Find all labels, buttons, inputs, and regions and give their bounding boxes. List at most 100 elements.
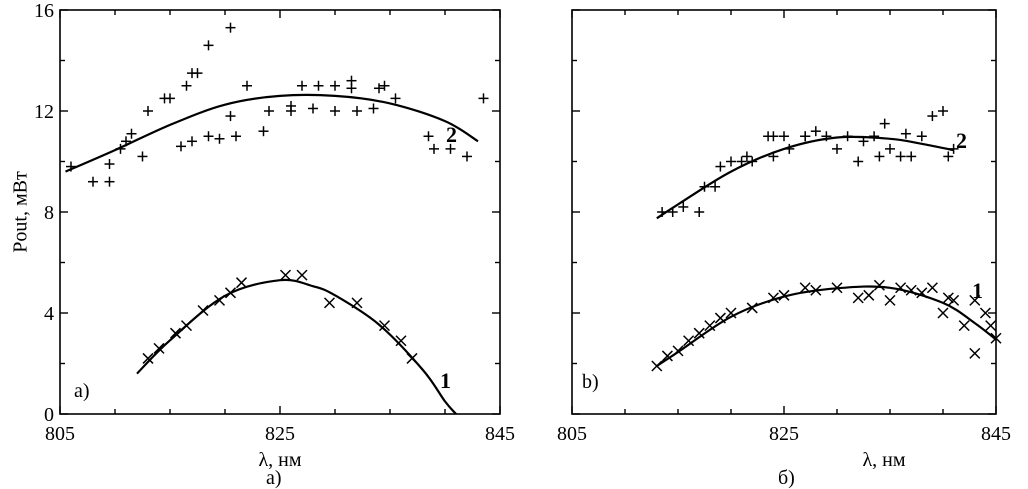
x-tick-label: 825 bbox=[769, 423, 799, 445]
plus-marker-point bbox=[779, 131, 789, 142]
plus-marker-point bbox=[104, 159, 115, 170]
x-marker-point bbox=[693, 327, 705, 339]
x-marker-point bbox=[296, 269, 308, 281]
plus-marker-point bbox=[225, 111, 236, 122]
x-marker-point bbox=[873, 279, 885, 291]
plus-marker-point bbox=[842, 131, 853, 142]
plus-marker-point bbox=[258, 126, 269, 137]
plus-marker-point bbox=[747, 156, 758, 167]
fit-curves-a bbox=[65, 93, 479, 415]
x-marker-point bbox=[942, 292, 954, 304]
x-tick-label: 845 bbox=[485, 423, 515, 445]
y-tick-label: 4 bbox=[44, 303, 54, 325]
x-marker-point bbox=[351, 297, 363, 309]
ticks-b bbox=[571, 9, 997, 415]
plus-marker-point bbox=[657, 207, 668, 217]
tick-labels-b: 805 825 845 bbox=[557, 423, 1011, 445]
plus-marker-point bbox=[927, 111, 938, 122]
plus-marker-point bbox=[264, 106, 274, 116]
x-marker-point bbox=[948, 294, 960, 306]
plus-marker-point bbox=[906, 151, 917, 162]
x-marker-point bbox=[142, 352, 154, 364]
plus-marker-point bbox=[699, 181, 710, 192]
plus-marker-point bbox=[879, 118, 890, 129]
x-marker-point bbox=[916, 287, 928, 299]
x-marker-point bbox=[969, 347, 981, 359]
y-tick-label: 8 bbox=[44, 202, 54, 224]
x-marker-point bbox=[985, 320, 997, 332]
series-label-b-2: 2 bbox=[956, 128, 967, 153]
x-marker-point bbox=[704, 320, 716, 332]
plus-marker-point bbox=[874, 151, 885, 162]
x-marker-point bbox=[224, 287, 237, 299]
x-marker-point bbox=[863, 289, 875, 301]
plus-marker-point bbox=[858, 136, 869, 147]
plus-marker-point bbox=[137, 151, 148, 162]
plus-marker-point bbox=[768, 151, 779, 162]
x-marker-point bbox=[958, 320, 970, 332]
x-marker-point bbox=[979, 307, 991, 319]
plus-marker-point bbox=[104, 176, 115, 187]
x-marker-point bbox=[905, 284, 917, 296]
x-marker-point bbox=[180, 320, 193, 332]
plus-marker-point bbox=[938, 106, 948, 116]
plot-frame-b bbox=[571, 9, 997, 415]
x-marker-point bbox=[810, 284, 822, 296]
plus-marker-point bbox=[308, 103, 318, 114]
fit-curve-1 bbox=[656, 285, 997, 367]
x-axis-label-b: λ, нм bbox=[862, 449, 905, 471]
plus-marker-point bbox=[710, 181, 721, 192]
plus-marker-point bbox=[165, 93, 175, 104]
plus-marker-point bbox=[121, 136, 131, 147]
plus-marker-point bbox=[313, 80, 324, 91]
x-marker-point bbox=[831, 282, 843, 294]
y-tick-label: 0 bbox=[44, 404, 54, 426]
plus-marker-point bbox=[900, 128, 911, 139]
plus-marker-point bbox=[800, 131, 811, 142]
y-axis-label-a: Pout, мВт bbox=[10, 171, 32, 253]
plus-marker-point bbox=[242, 80, 252, 91]
plus-marker-point bbox=[885, 143, 895, 154]
x-marker-point bbox=[672, 345, 684, 357]
plus-marker-point bbox=[181, 80, 192, 91]
caption-b: б) bbox=[778, 467, 795, 489]
y-tick-label: 12 bbox=[34, 101, 54, 123]
x-marker-point bbox=[852, 292, 864, 304]
plus-marker-point bbox=[352, 106, 362, 116]
plus-marker-point bbox=[678, 201, 689, 212]
x-tick-label: 825 bbox=[265, 423, 295, 445]
plus-marker-point bbox=[66, 161, 76, 172]
y-tick-label: 16 bbox=[34, 0, 54, 22]
fit-curve-2 bbox=[656, 135, 954, 220]
plus-marker-point bbox=[225, 22, 236, 33]
plus-marker-point bbox=[478, 93, 489, 104]
x-marker-point bbox=[799, 282, 811, 294]
x-marker-point bbox=[197, 304, 209, 317]
plus-marker-point bbox=[374, 83, 384, 94]
x-marker-point bbox=[395, 335, 407, 347]
plus-marker-point bbox=[715, 161, 726, 172]
plus-marker-point bbox=[286, 100, 296, 111]
x-marker-point bbox=[725, 307, 737, 319]
plot-frame-a bbox=[59, 9, 501, 415]
x-marker-point bbox=[990, 332, 1002, 344]
x-marker-point bbox=[235, 277, 248, 289]
plus-marker-point bbox=[346, 83, 357, 94]
plus-marker-point bbox=[943, 151, 954, 162]
plus-marker-point bbox=[736, 156, 747, 167]
x-axis-label-a: λ, нм bbox=[258, 449, 301, 471]
x-marker-point bbox=[378, 320, 391, 332]
plus-marker-point bbox=[462, 151, 472, 162]
x-marker-point bbox=[746, 302, 758, 314]
panel-b: 805 825 845 λ, нм b) б) 2 1 bbox=[557, 9, 1011, 489]
x-marker-point bbox=[279, 269, 292, 281]
plus-marker-point bbox=[445, 143, 456, 154]
plus-marker-point bbox=[203, 131, 214, 142]
plus-marker-point bbox=[423, 131, 434, 142]
x-marker-point bbox=[683, 335, 695, 347]
plus-marker-point bbox=[330, 80, 340, 91]
data-points-a bbox=[66, 22, 489, 364]
fit-curve-1 bbox=[136, 278, 457, 415]
x-tick-label: 805 bbox=[557, 423, 587, 445]
